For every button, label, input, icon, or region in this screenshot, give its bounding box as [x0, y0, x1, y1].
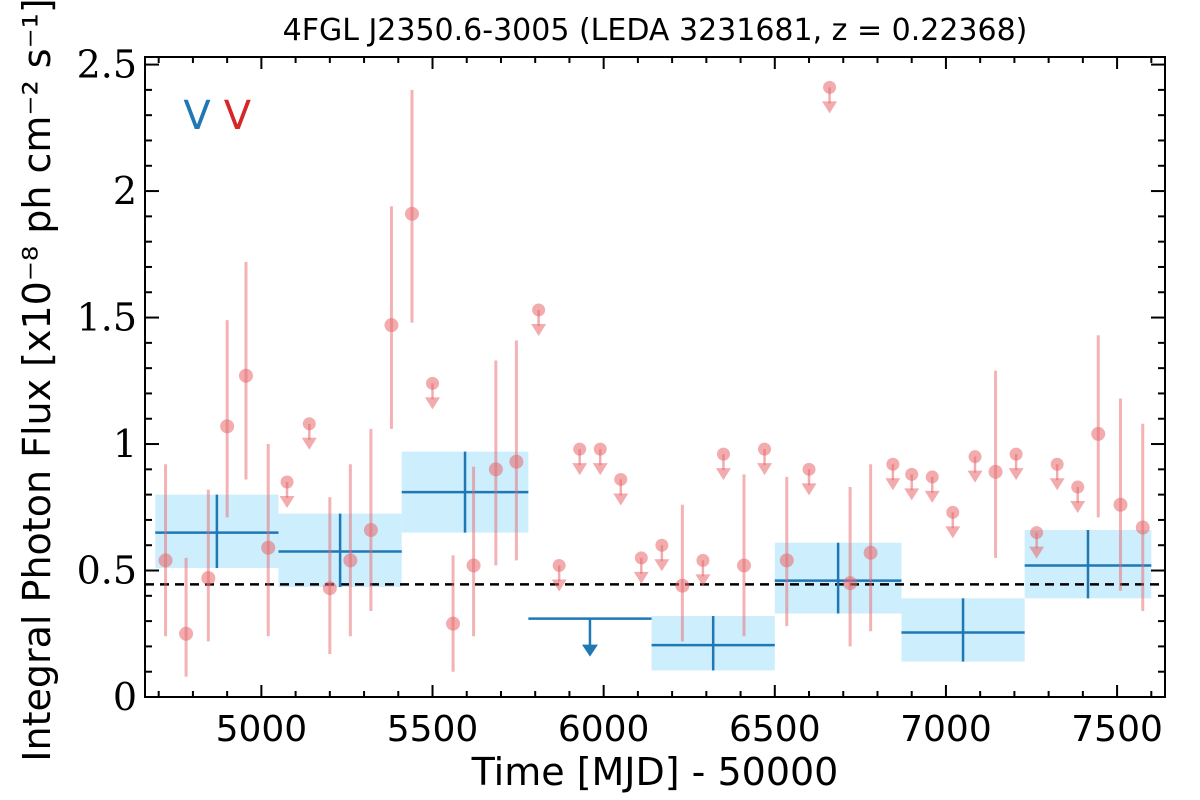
fine-data-point: [736, 558, 751, 573]
fine-upper-limit-point: [426, 376, 440, 390]
coarse-upper-limit-arrow: [581, 644, 598, 657]
fine-data-point: [1135, 520, 1150, 535]
fine-upper-limit-point: [280, 475, 294, 489]
fine-upper-limit-point: [1071, 480, 1085, 494]
fine-upper-limit-point: [1050, 457, 1064, 471]
fine-data-point: [404, 206, 419, 221]
fine-upper-limit-arrow: [822, 101, 838, 114]
fine-data-point: [1091, 426, 1106, 441]
fine-data-point: [201, 571, 216, 586]
fine-upper-limit-arrow: [885, 478, 901, 491]
fine-data-point: [158, 553, 173, 568]
y-tick-label: 0: [113, 675, 137, 719]
x-tick-label: 7000: [900, 709, 992, 750]
fine-data-point: [1113, 497, 1128, 512]
fine-upper-limit-arrow: [1049, 478, 1065, 491]
fine-data-point: [446, 616, 461, 631]
fine-upper-limit-point: [614, 472, 628, 486]
fine-upper-limit-point: [968, 450, 982, 464]
x-tick-label: 5000: [216, 709, 308, 750]
x-tick-label: 6000: [558, 709, 650, 750]
y-tick-label: 1.5: [77, 296, 137, 340]
fine-upper-limit-arrow: [904, 488, 920, 501]
fine-upper-limit-point: [573, 442, 587, 456]
chart-title: 4FGL J2350.6-3005 (LEDA 3231681, z = 0.2…: [283, 13, 1028, 48]
fine-upper-limit-arrow: [654, 559, 670, 572]
fine-upper-limit-arrow: [279, 495, 295, 508]
fine-upper-limit-point: [886, 457, 900, 471]
fine-data-point: [509, 454, 524, 469]
fine-upper-limit-arrow: [425, 397, 441, 410]
fine-data-point: [779, 553, 794, 568]
y-tick-label: 2.5: [77, 43, 137, 87]
fine-upper-limit-arrow: [633, 571, 649, 584]
fine-upper-limit-arrow: [924, 490, 940, 503]
fine-upper-limit-point: [905, 467, 919, 481]
fine-upper-limit-arrow: [1008, 468, 1024, 481]
fine-upper-limit-point: [552, 558, 566, 572]
x-axis-label: Time [MJD] - 50000: [471, 750, 839, 794]
fine-upper-limit-arrow: [572, 463, 588, 476]
fine-upper-limit-point: [634, 551, 648, 565]
fine-data-point: [675, 578, 690, 593]
fine-upper-limit-arrow: [695, 574, 711, 587]
fine-upper-limit-arrow: [1070, 501, 1086, 514]
fine-upper-limit-arrow: [531, 323, 547, 336]
fine-upper-limit-point: [532, 303, 546, 317]
fine-upper-limit-arrow: [801, 483, 817, 496]
fine-upper-limit-arrow: [1029, 546, 1045, 559]
fine-upper-limit-point: [946, 505, 960, 519]
fine-data-point: [843, 576, 858, 591]
y-tick-label: 0.5: [77, 549, 137, 593]
plot-area: V V 5000 5500 6000 6500 7000 7500 0 0.5 1 1.5 2 2.5: [77, 43, 1166, 750]
fine-data-point: [488, 462, 503, 477]
fine-upper-limit-point: [593, 442, 607, 456]
fine-upper-limit-point: [823, 80, 837, 94]
fine-data-point: [363, 523, 378, 538]
fine-data-point: [322, 581, 337, 596]
x-tick-label: 5500: [387, 709, 479, 750]
fine-data-point: [238, 368, 253, 383]
fine-data-point: [220, 419, 235, 434]
fine-data-point: [466, 558, 481, 573]
fine-upper-limit-point: [655, 538, 669, 552]
fine-upper-limit-point: [1009, 447, 1023, 461]
legend-marker-v: V: [224, 93, 252, 139]
x-tick-label: 7500: [1071, 709, 1163, 750]
fine-data-point: [343, 553, 358, 568]
fine-upper-limit-point: [302, 417, 316, 431]
fine-upper-limit-arrow: [551, 579, 567, 592]
fine-upper-limit-point: [1030, 526, 1044, 540]
y-tick-label: 2: [113, 169, 137, 213]
fine-upper-limit-arrow: [613, 493, 629, 506]
fine-upper-limit-arrow: [715, 468, 731, 481]
fine-data-point: [179, 626, 194, 641]
fine-upper-limit-point: [758, 442, 772, 456]
legend-marker-v: V: [183, 93, 211, 139]
y-tick-label: 1: [113, 422, 137, 466]
fine-upper-limit-arrow: [967, 470, 983, 483]
plot-frame: [144, 56, 1166, 698]
fine-data-point: [384, 318, 399, 333]
fine-upper-limit-point: [925, 470, 939, 484]
fine-upper-limit-arrow: [301, 437, 317, 450]
fine-upper-limit-point: [716, 447, 730, 461]
fine-data-point: [863, 545, 878, 560]
fine-data-point: [988, 464, 1003, 479]
x-tick-label: 6500: [729, 709, 821, 750]
fine-upper-limit-arrow: [945, 526, 961, 539]
fine-data-point: [261, 540, 276, 555]
fine-upper-limit-arrow: [592, 463, 608, 476]
fine-upper-limit-arrow: [757, 463, 773, 476]
fine-upper-limit-point: [696, 553, 710, 567]
fine-upper-limit-point: [802, 462, 816, 476]
y-axis-label: Integral Photon Flux [x10⁻⁸ ph cm⁻² s⁻¹]: [15, 0, 59, 762]
